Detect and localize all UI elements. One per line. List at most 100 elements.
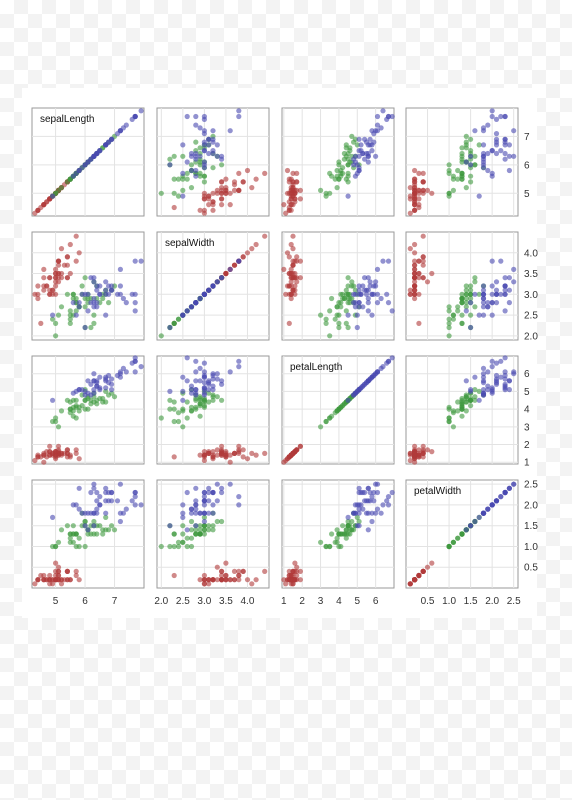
data-point [323, 316, 329, 322]
data-point [373, 153, 379, 159]
checker-cell [14, 56, 28, 70]
checker-cell [182, 672, 196, 686]
checker-cell [28, 70, 42, 84]
checker-cell [476, 70, 490, 84]
checker-cell [140, 770, 154, 784]
data-point [50, 514, 56, 521]
data-point [365, 142, 371, 148]
data-point [498, 148, 504, 154]
data-point [351, 283, 357, 289]
data-point [53, 270, 59, 277]
data-point [53, 279, 59, 285]
checker-cell [532, 742, 546, 756]
checker-cell [294, 700, 308, 714]
data-point [336, 176, 342, 182]
data-point [416, 270, 422, 277]
data-point [231, 568, 238, 575]
data-point [91, 523, 97, 529]
data-point [55, 539, 62, 545]
checker-cell [0, 70, 14, 84]
checker-cell [28, 14, 42, 28]
data-point [290, 287, 296, 293]
checker-cell [546, 448, 560, 462]
data-point [106, 300, 112, 306]
data-point [297, 258, 303, 264]
checker-cell [490, 616, 504, 630]
data-point [210, 510, 216, 516]
checker-cell [504, 630, 518, 644]
data-point [50, 193, 56, 199]
checker-cell [70, 616, 84, 630]
checker-cell [280, 70, 294, 84]
checker-cell [266, 672, 280, 686]
data-point [175, 539, 182, 545]
data-point [180, 406, 186, 412]
data-point [193, 113, 199, 120]
data-point [201, 190, 207, 196]
checker-cell [224, 658, 238, 672]
data-point [64, 523, 70, 529]
data-point [35, 577, 41, 583]
data-point [70, 173, 76, 179]
checker-cell [280, 686, 294, 700]
checker-cell [504, 770, 518, 784]
checker-cell [112, 70, 126, 84]
data-point [94, 287, 100, 293]
data-point [352, 173, 358, 179]
data-point [332, 539, 338, 545]
data-point [103, 287, 109, 293]
data-point [371, 139, 377, 145]
checker-cell [126, 756, 140, 770]
checker-cell [196, 742, 210, 756]
data-point [73, 568, 79, 575]
checker-cell [448, 42, 462, 56]
data-point [349, 295, 355, 302]
data-point [180, 539, 186, 545]
data-point [290, 275, 296, 281]
data-point [318, 424, 324, 430]
checker-cell [42, 672, 56, 686]
checker-cell [392, 770, 406, 784]
data-point [290, 170, 296, 176]
data-point [459, 295, 465, 302]
checker-cell [140, 14, 154, 28]
data-point [459, 320, 465, 326]
data-point [219, 196, 225, 202]
checker-cell [98, 756, 112, 770]
data-point [97, 502, 103, 508]
checker-cell [546, 364, 560, 378]
data-point [231, 187, 238, 193]
data-point [288, 279, 294, 285]
checker-cell [350, 700, 364, 714]
data-point [502, 275, 508, 281]
checker-cell [546, 644, 560, 658]
data-point [450, 424, 456, 430]
x-tick-label: 3.0 [197, 596, 211, 607]
data-point [236, 108, 242, 114]
checker-cell [378, 644, 392, 658]
data-point [485, 167, 491, 174]
data-point [73, 312, 79, 318]
checker-cell [322, 728, 336, 742]
data-point [180, 424, 186, 430]
data-point [286, 207, 292, 213]
data-point [47, 581, 53, 587]
checker-cell [42, 616, 56, 630]
data-point [420, 262, 426, 268]
data-point [480, 312, 487, 318]
data-point [363, 510, 370, 516]
data-point [416, 447, 422, 453]
data-point [463, 395, 469, 402]
data-point [450, 312, 456, 318]
data-point [206, 150, 212, 157]
checker-cell [350, 644, 364, 658]
checker-cell [112, 658, 126, 672]
data-point [502, 308, 508, 314]
data-point [389, 308, 395, 314]
data-point [210, 128, 216, 134]
data-point [201, 142, 207, 148]
data-point [85, 378, 91, 384]
panel-petalWidth-vs-petalLength [281, 479, 395, 589]
data-point [167, 162, 173, 168]
data-point [485, 150, 491, 157]
